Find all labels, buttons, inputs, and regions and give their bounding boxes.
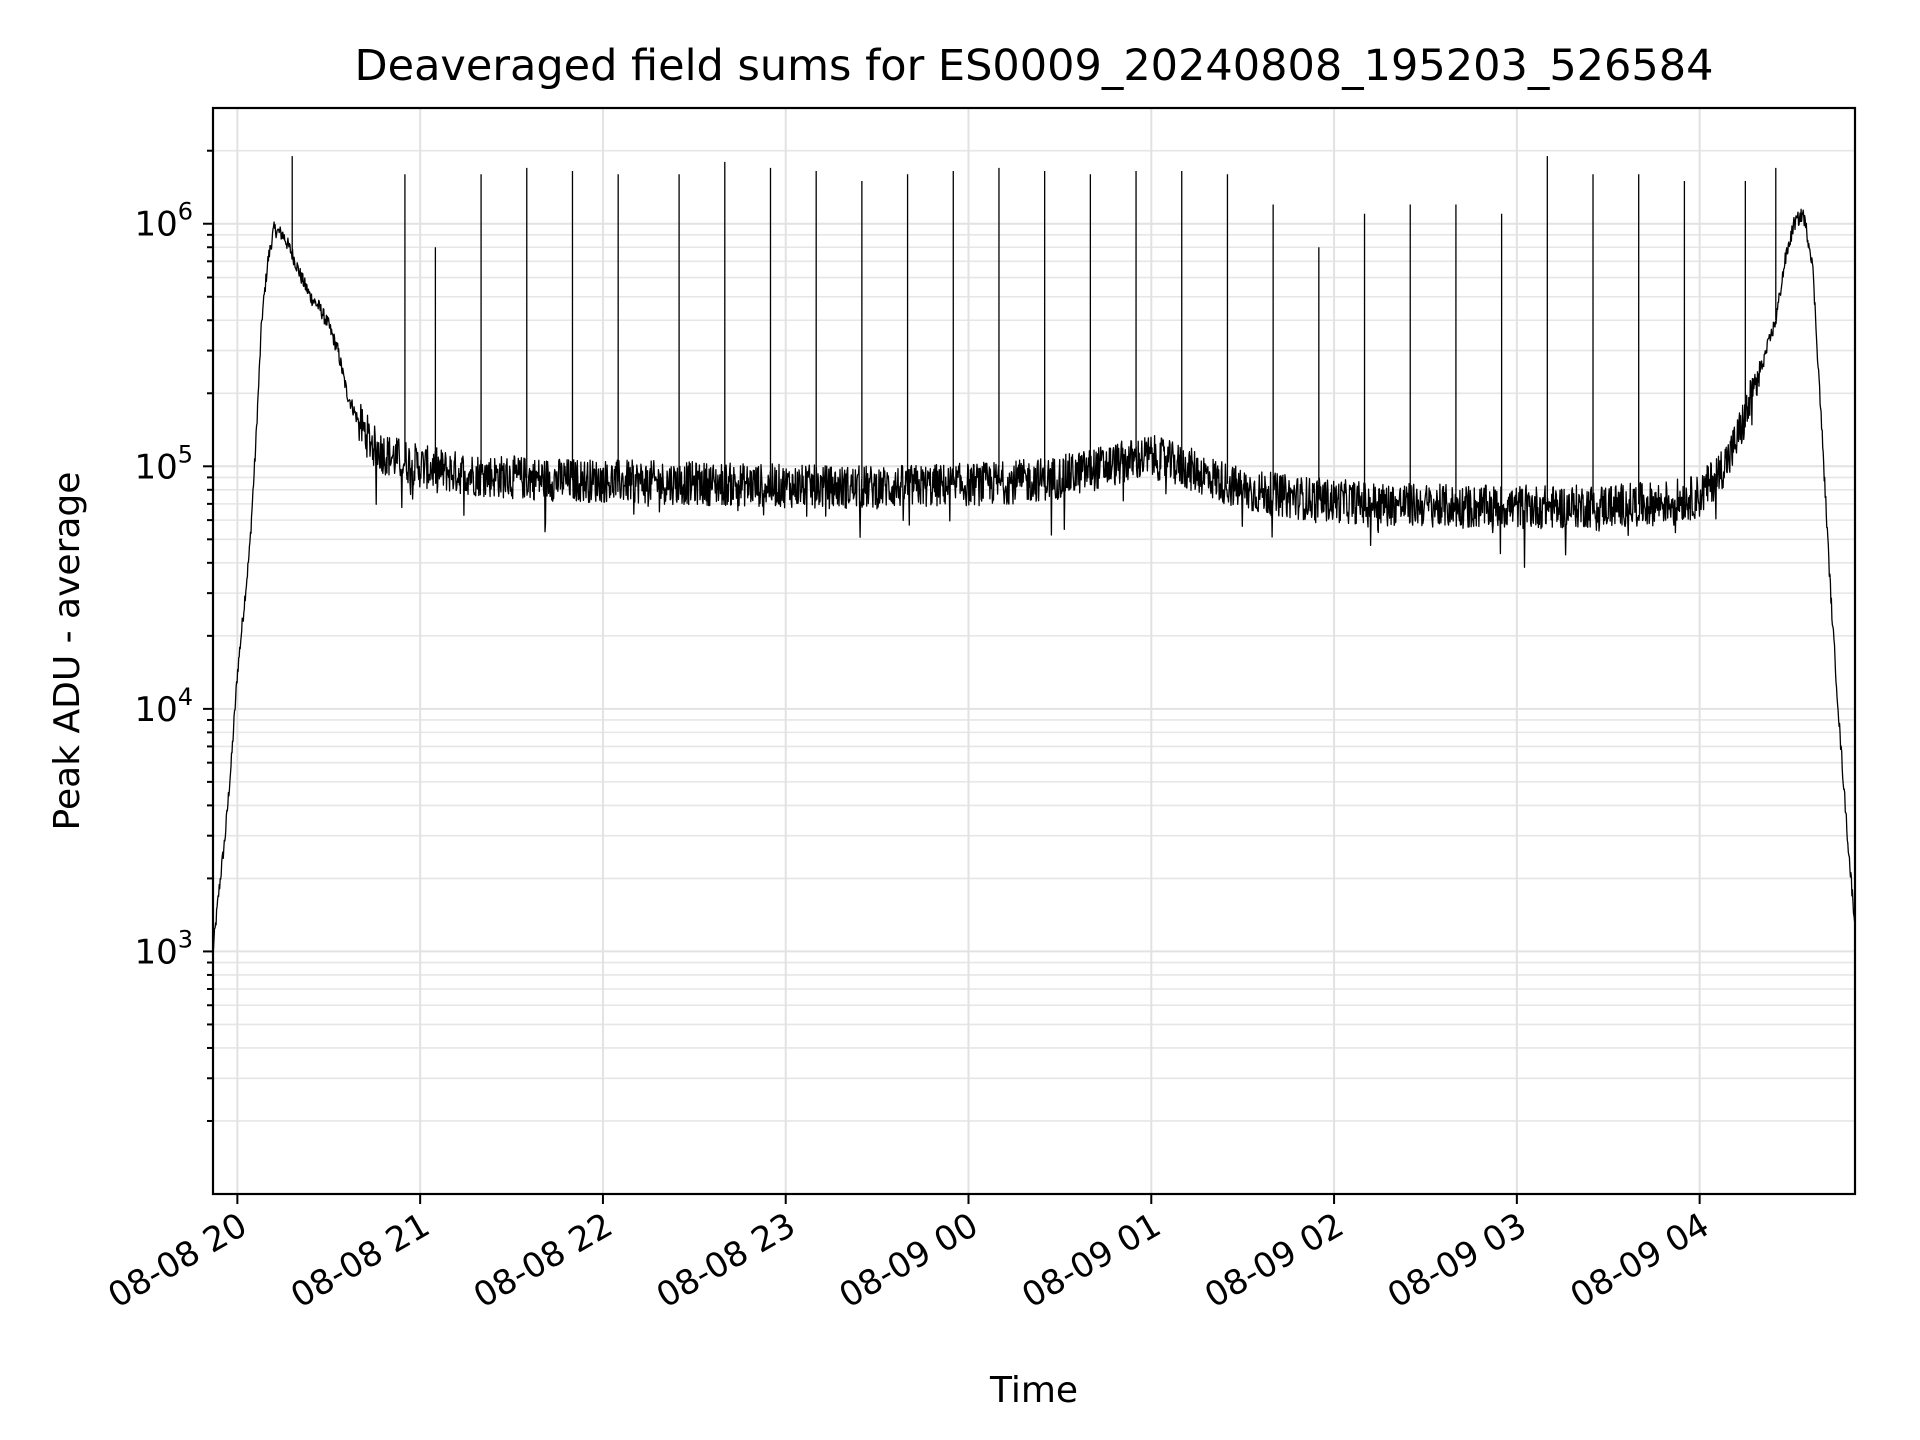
x-axis: 08-08 20 08-08 21 08-08 22 08-08 23 08-09 00… <box>101 1194 1716 1316</box>
y-tick-base: 10 <box>134 205 177 245</box>
y-tick-exponent: 4 <box>178 683 193 711</box>
y-axis-label: Peak ADU - average <box>47 472 88 831</box>
grid <box>213 108 1855 1194</box>
x-tick-label: 08-08 22 <box>467 1205 619 1316</box>
x-axis-label: Time <box>989 1370 1078 1411</box>
x-tick-label: 08-09 04 <box>1564 1205 1716 1316</box>
series-line <box>212 208 1856 950</box>
x-tick-label: 08-09 02 <box>1198 1205 1350 1316</box>
x-tick-label: 08-09 03 <box>1381 1205 1533 1316</box>
y-tick-exponent: 3 <box>178 925 193 953</box>
x-tick-label: 08-08 20 <box>101 1205 253 1316</box>
series-layer <box>212 156 1856 950</box>
y-tick-exponent: 6 <box>178 198 193 226</box>
chart-title: Deaveraged field sums for ES0009_2024080… <box>355 41 1714 91</box>
y-tick-label: 106 <box>134 198 193 245</box>
y-tick-label: 103 <box>134 925 193 972</box>
y-tick-base: 10 <box>134 932 177 972</box>
y-tick-exponent: 5 <box>178 440 193 468</box>
y-tick-base: 10 <box>134 690 177 730</box>
x-tick-label: 08-09 01 <box>1015 1205 1167 1316</box>
x-tick-label: 08-08 21 <box>284 1205 436 1316</box>
y-tick-base: 10 <box>134 447 177 487</box>
y-tick-label: 104 <box>134 683 193 730</box>
x-tick-label: 08-08 23 <box>650 1205 802 1316</box>
plot-area-frame <box>211 106 1857 1196</box>
y-tick-label: 105 <box>134 440 193 487</box>
x-tick-label: 08-09 00 <box>833 1205 985 1316</box>
